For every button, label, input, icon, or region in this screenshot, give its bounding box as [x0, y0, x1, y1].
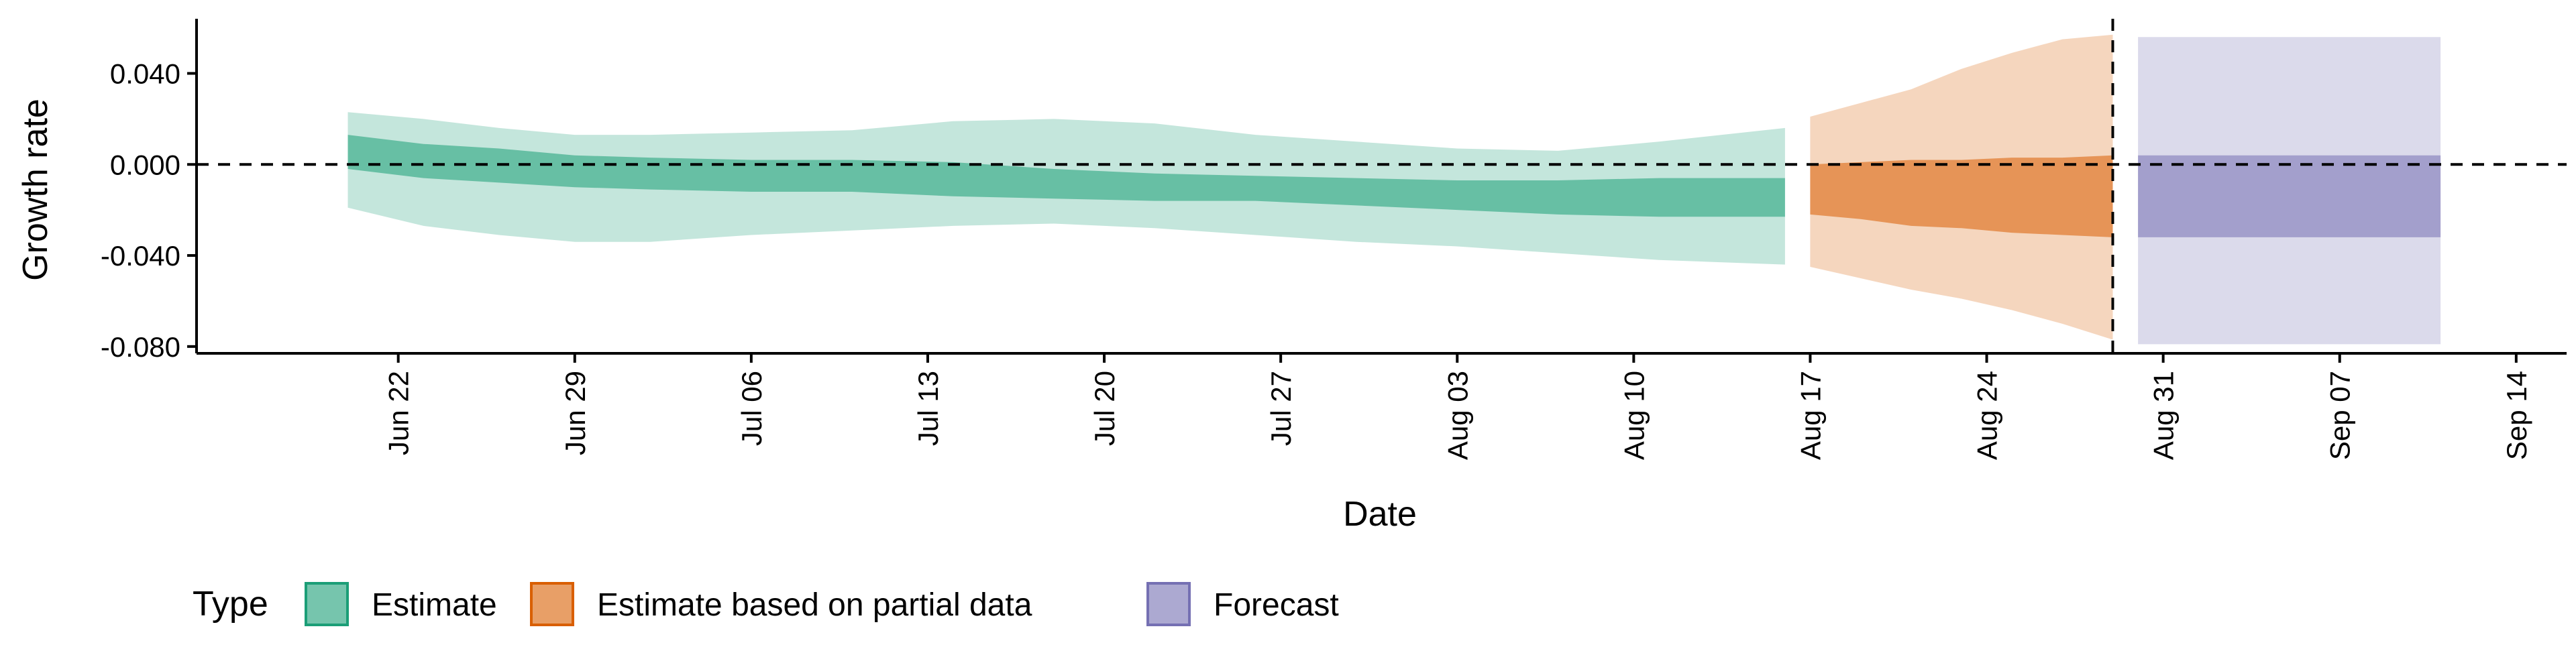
estimate-inner-band — [347, 135, 1785, 217]
y-ticks: 0.040 0.000 -0.040 -0.080 — [101, 58, 197, 363]
legend-title: Type — [193, 585, 268, 624]
x-tick-label: Jun 29 — [559, 371, 591, 455]
legend-entry-label: Forecast — [1214, 587, 1339, 623]
x-tick-label: Jun 22 — [383, 371, 415, 455]
forecast-inner-band — [2138, 155, 2441, 237]
y-tick-label: -0.080 — [101, 331, 180, 363]
x-tick-label: Aug 10 — [1618, 371, 1650, 460]
x-tick-label: Aug 17 — [1794, 371, 1826, 460]
x-tick-label: Jul 06 — [736, 371, 767, 446]
x-tick-label: Aug 03 — [1442, 371, 1473, 460]
x-tick-label: Sep 07 — [2324, 371, 2356, 460]
y-tick-label: -0.040 — [101, 240, 180, 272]
estimate-based-on-partial-data-inner-band — [1810, 155, 2113, 237]
legend-entry-label: Estimate based on partial data — [597, 587, 1032, 623]
legend-key — [530, 582, 574, 626]
x-tick-label: Aug 24 — [1972, 371, 2003, 460]
y-tick-label: 0.000 — [110, 149, 180, 180]
legend-key — [1146, 582, 1191, 626]
y-tick-label: 0.040 — [110, 58, 180, 89]
reference-lines — [197, 19, 2567, 353]
x-tick-label: Jul 13 — [912, 371, 944, 446]
x-tick-label: Sep 14 — [2501, 371, 2532, 460]
legend-entry-label: Estimate — [372, 587, 497, 623]
legend-key — [305, 582, 349, 626]
x-tick-label: Aug 31 — [2148, 371, 2180, 460]
x-ticks: Jun 22 Jun 29 Jul 06 Jul 13 Jul 20 Jul 27 Aug … — [383, 353, 2532, 460]
x-axis-title: Date — [1343, 495, 1417, 534]
x-tick-label: Jul 27 — [1265, 371, 1297, 446]
bands-layer — [347, 34, 2441, 345]
x-tick-label: Jul 20 — [1089, 371, 1120, 446]
legend: Type Estimate Estimate based on partial d… — [193, 582, 1339, 626]
y-axis-title: Growth rate — [16, 99, 55, 281]
